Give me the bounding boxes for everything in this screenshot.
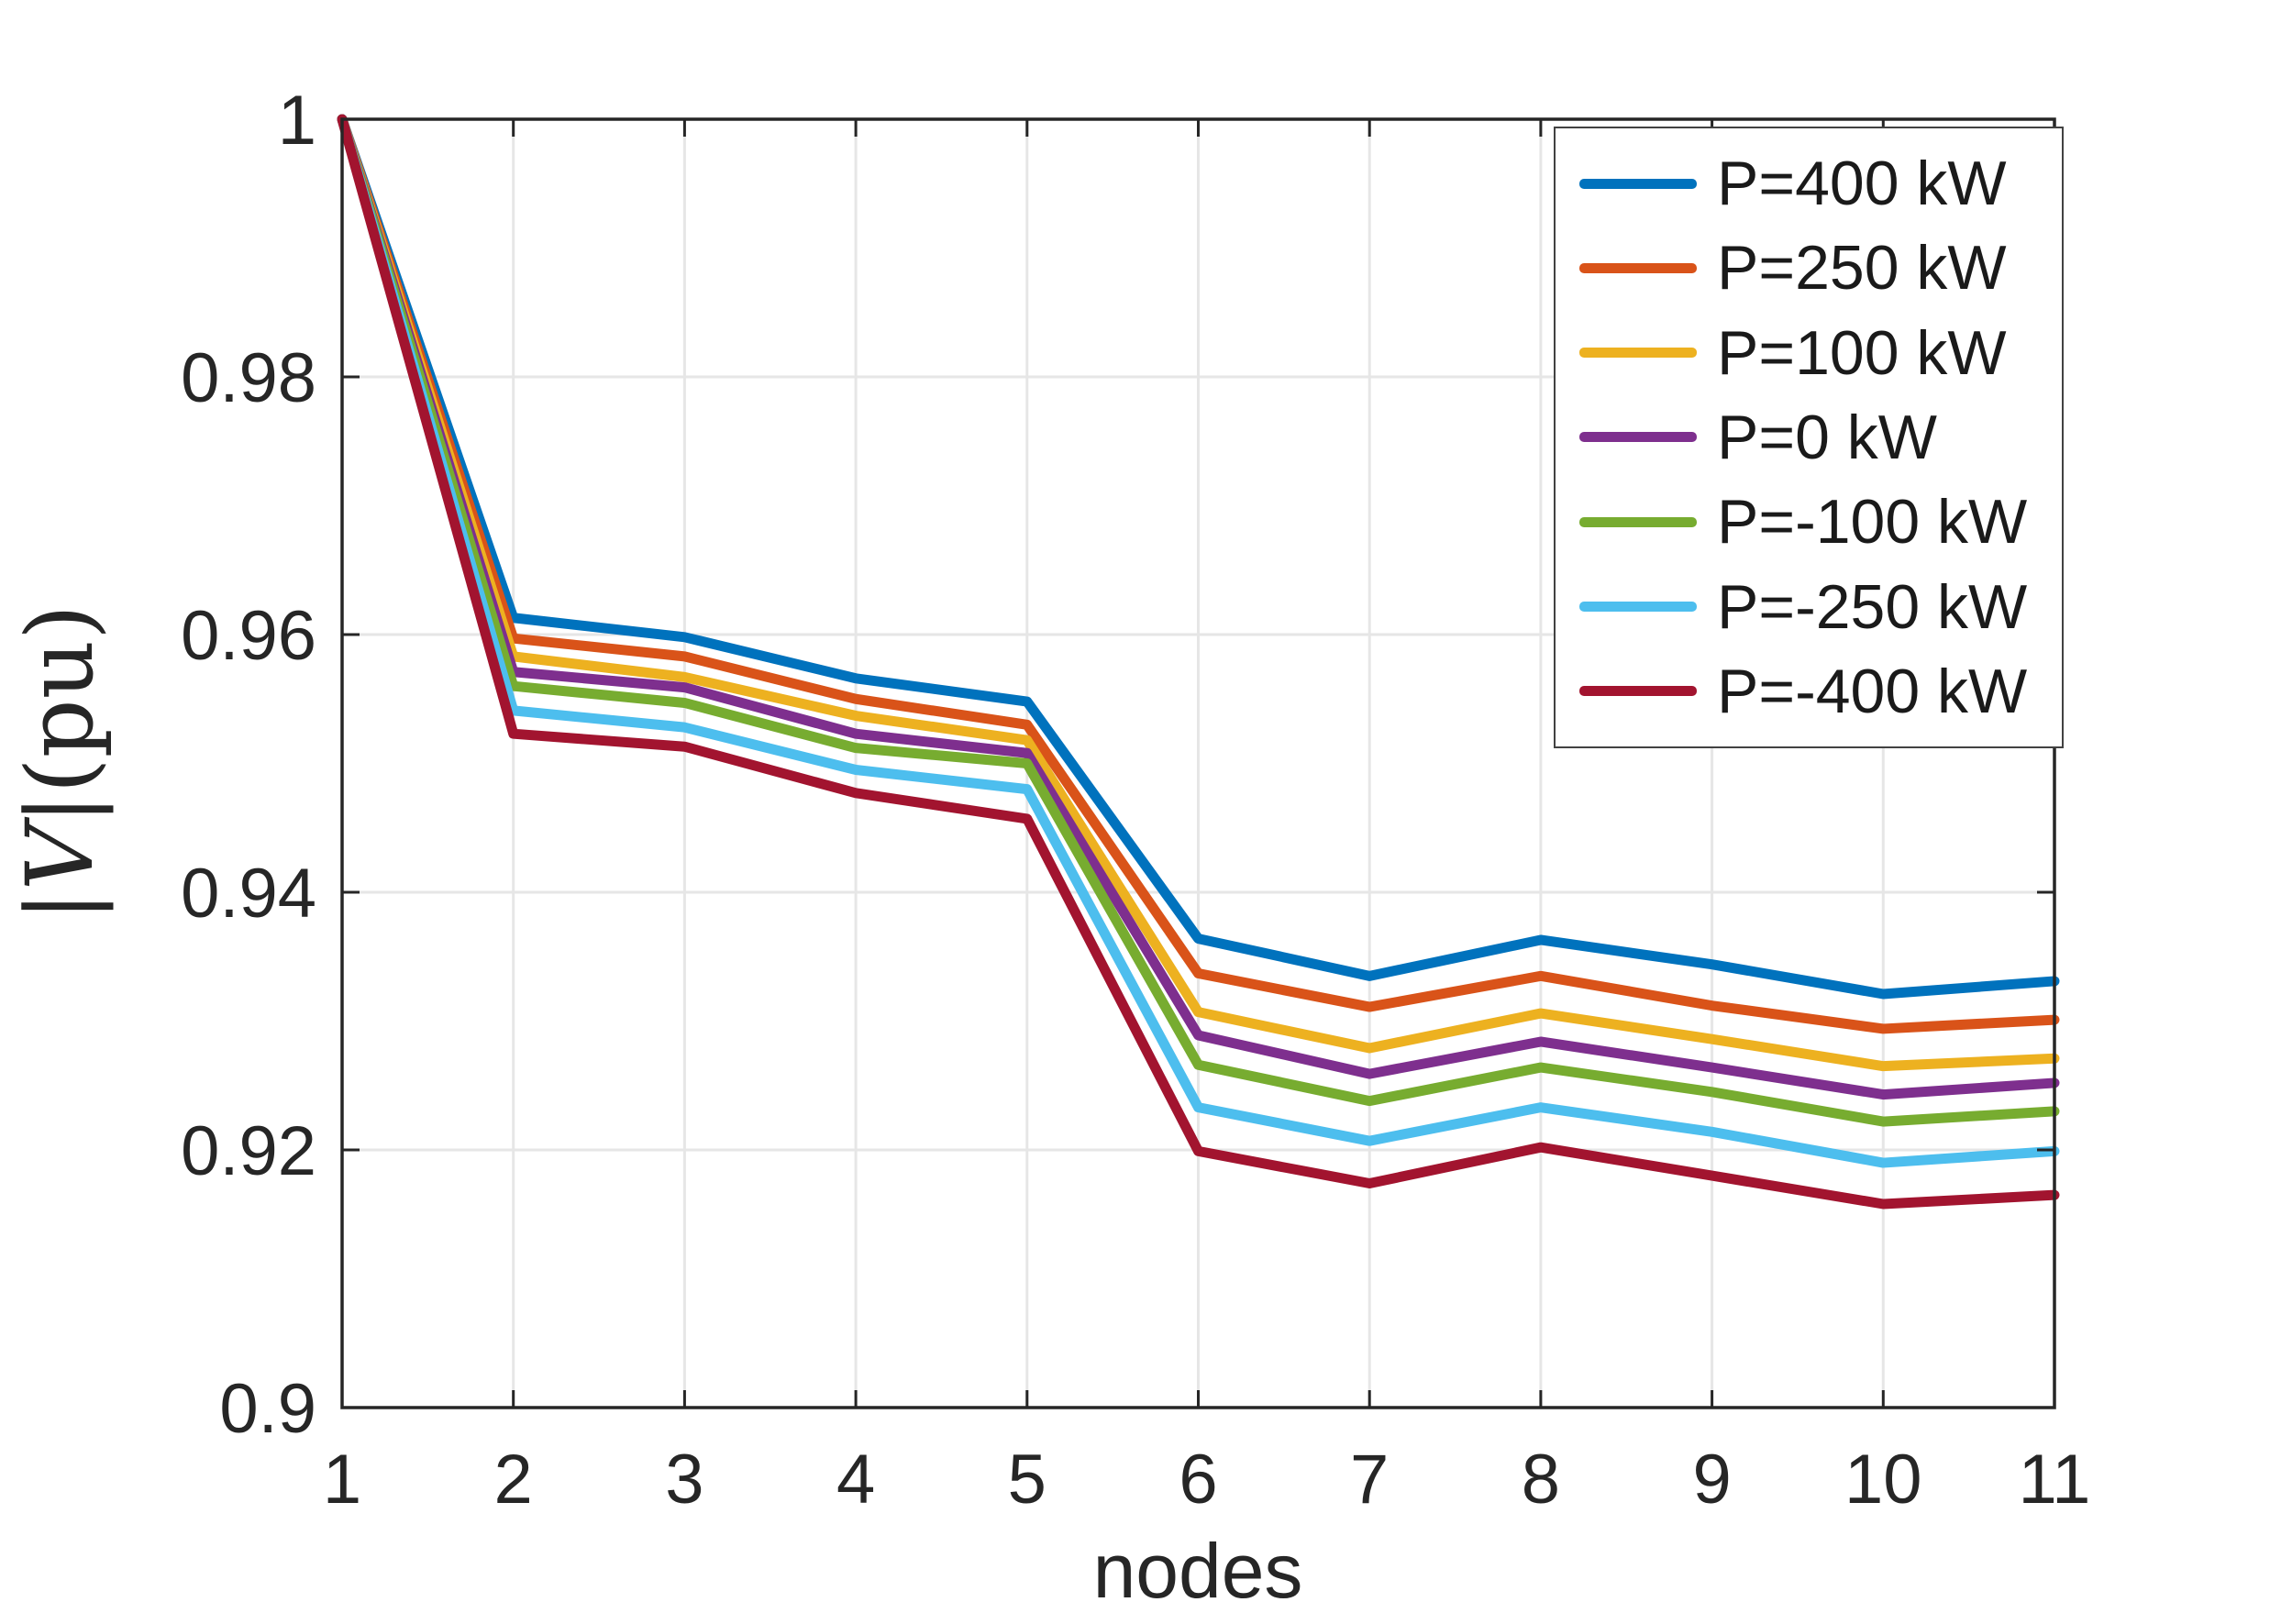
- legend-item-0: P=400 kW: [1579, 152, 2053, 215]
- series-line-3: [337, 114, 2060, 1100]
- legend-label: P=-100 kW: [1717, 487, 2028, 558]
- legend-line-sample: [1579, 516, 1697, 527]
- legend-line-sample: [1579, 686, 1697, 697]
- x-tick-label: 3: [665, 1441, 703, 1519]
- legend-line-sample: [1579, 178, 1697, 189]
- series-line-1: [337, 114, 2060, 1034]
- legend-label: P=400 kW: [1717, 149, 2007, 219]
- legend-item-3: P=0 kW: [1579, 406, 2053, 469]
- y-axis-label: |V|(pu): [6, 604, 114, 922]
- legend-item-2: P=100 kW: [1579, 322, 2053, 384]
- x-axis-label: nodes: [1093, 1528, 1303, 1614]
- legend-label: P=0 kW: [1717, 402, 1937, 472]
- y-tick-label: 0.96: [181, 597, 316, 675]
- x-tick-label: 5: [1008, 1441, 1046, 1519]
- legend-line-sample: [1579, 602, 1697, 613]
- y-tick-label: 1: [278, 82, 316, 160]
- legend-item-4: P=-100 kW: [1579, 491, 2053, 553]
- x-tick-label: 2: [494, 1441, 533, 1519]
- x-tick-label: 7: [1350, 1441, 1389, 1519]
- x-tick-label: 10: [1844, 1441, 1922, 1519]
- x-tick-label: 4: [836, 1441, 875, 1519]
- legend-item-1: P=250 kW: [1579, 237, 2053, 299]
- x-tick-label: 9: [1692, 1441, 1731, 1519]
- legend-item-5: P=-250 kW: [1579, 576, 2053, 638]
- y-tick-label: 0.92: [181, 1112, 316, 1190]
- legend-line-sample: [1579, 348, 1697, 359]
- series-line-0: [337, 114, 2060, 1000]
- tick-labels: 1 2 3 4 5 6 7 8 9 10 11 0.9 0.92 0.94 0.96 0.98 1: [181, 82, 2090, 1519]
- y-tick-label: 0.98: [181, 339, 316, 417]
- legend-label: P=-250 kW: [1717, 571, 2028, 642]
- x-tick-label: 8: [1522, 1441, 1560, 1519]
- x-tick-label: 11: [2019, 1441, 2091, 1519]
- series-lines: [337, 114, 2060, 1210]
- legend-line-sample: [1579, 262, 1697, 273]
- legend-line-sample: [1579, 432, 1697, 443]
- legend-label: P=250 kW: [1717, 233, 2007, 304]
- y-tick-label: 0.94: [181, 855, 316, 933]
- x-tick-label: 6: [1179, 1441, 1217, 1519]
- legend: P=400 kW P=250 kW P=100 kW P=0 kW P=-100 kW P…: [1554, 127, 2064, 748]
- series-line-4: [337, 114, 2060, 1127]
- x-tick-label: 1: [323, 1441, 361, 1519]
- y-tick-label: 0.9: [219, 1370, 316, 1448]
- legend-label: P=-400 kW: [1717, 656, 2028, 726]
- series-line-5: [337, 114, 2060, 1168]
- legend-item-6: P=-400 kW: [1579, 660, 2053, 723]
- legend-label: P=100 kW: [1717, 317, 2007, 388]
- series-line-2: [337, 114, 2060, 1072]
- series-line-6: [337, 114, 2060, 1210]
